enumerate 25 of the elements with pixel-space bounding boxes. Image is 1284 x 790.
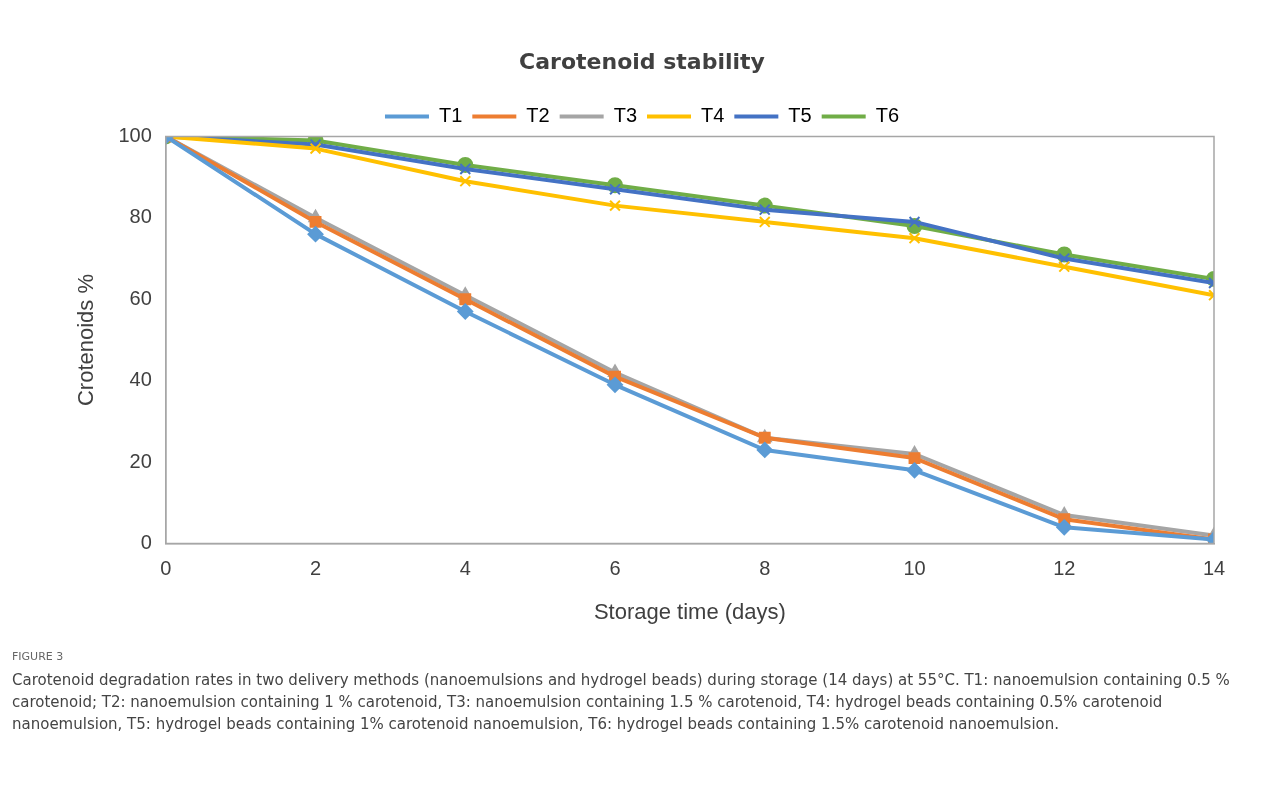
legend-label: T1 [438, 103, 463, 126]
y-tick-label: 0 [140, 531, 152, 554]
legend-label: T4 [701, 103, 725, 126]
y-tick-label: 20 [129, 449, 152, 472]
y-tick-label: 80 [129, 205, 152, 228]
x-tick-label: 14 [1202, 557, 1226, 580]
legend-label: T3 [613, 103, 637, 126]
legend-label: T2 [526, 103, 550, 126]
y-tick-label: 40 [129, 368, 152, 391]
x-tick-label: 8 [759, 557, 771, 580]
chart-title: Carotenoid stability [519, 48, 765, 74]
x-tick-label: 6 [609, 557, 621, 580]
legend-label: T5 [788, 103, 812, 126]
legend-label: T6 [875, 103, 900, 126]
x-tick-label: 0 [160, 557, 172, 580]
text: Carotenoid degradation rates in two delivery methods (nanoemulsions and hydrogel beads) during storage (14 days) at 55°C. T1: nanoemulsion containing 0.5 % carotenoid; T2: nanoemulsion containing 1 % carotenoid, T3: nanoemulsion containing 1.5 % carotenoid, T4: hydrogel beads containing 0.5% carotenoid nanoemulsion, T5: hydrogel beads containing 1% carotenoid nanoemulsion, T6: hydrogel beads containing 1.5% carotenoid nanoemulsion. [12, 670, 1231, 735]
x-tick-label: 2 [309, 557, 322, 580]
y-tick-label: 60 [129, 286, 152, 309]
y-axis-title: Crotenoids % [73, 273, 99, 407]
x-tick-label: 10 [903, 557, 926, 580]
y-tick-label: 100 [118, 123, 152, 146]
caption: FIGURE 3 [12, 650, 65, 663]
x-tick-label: 12 [1053, 557, 1076, 580]
x-axis-title: Storage time (days) [593, 598, 786, 624]
x-tick-label: 4 [459, 557, 471, 580]
